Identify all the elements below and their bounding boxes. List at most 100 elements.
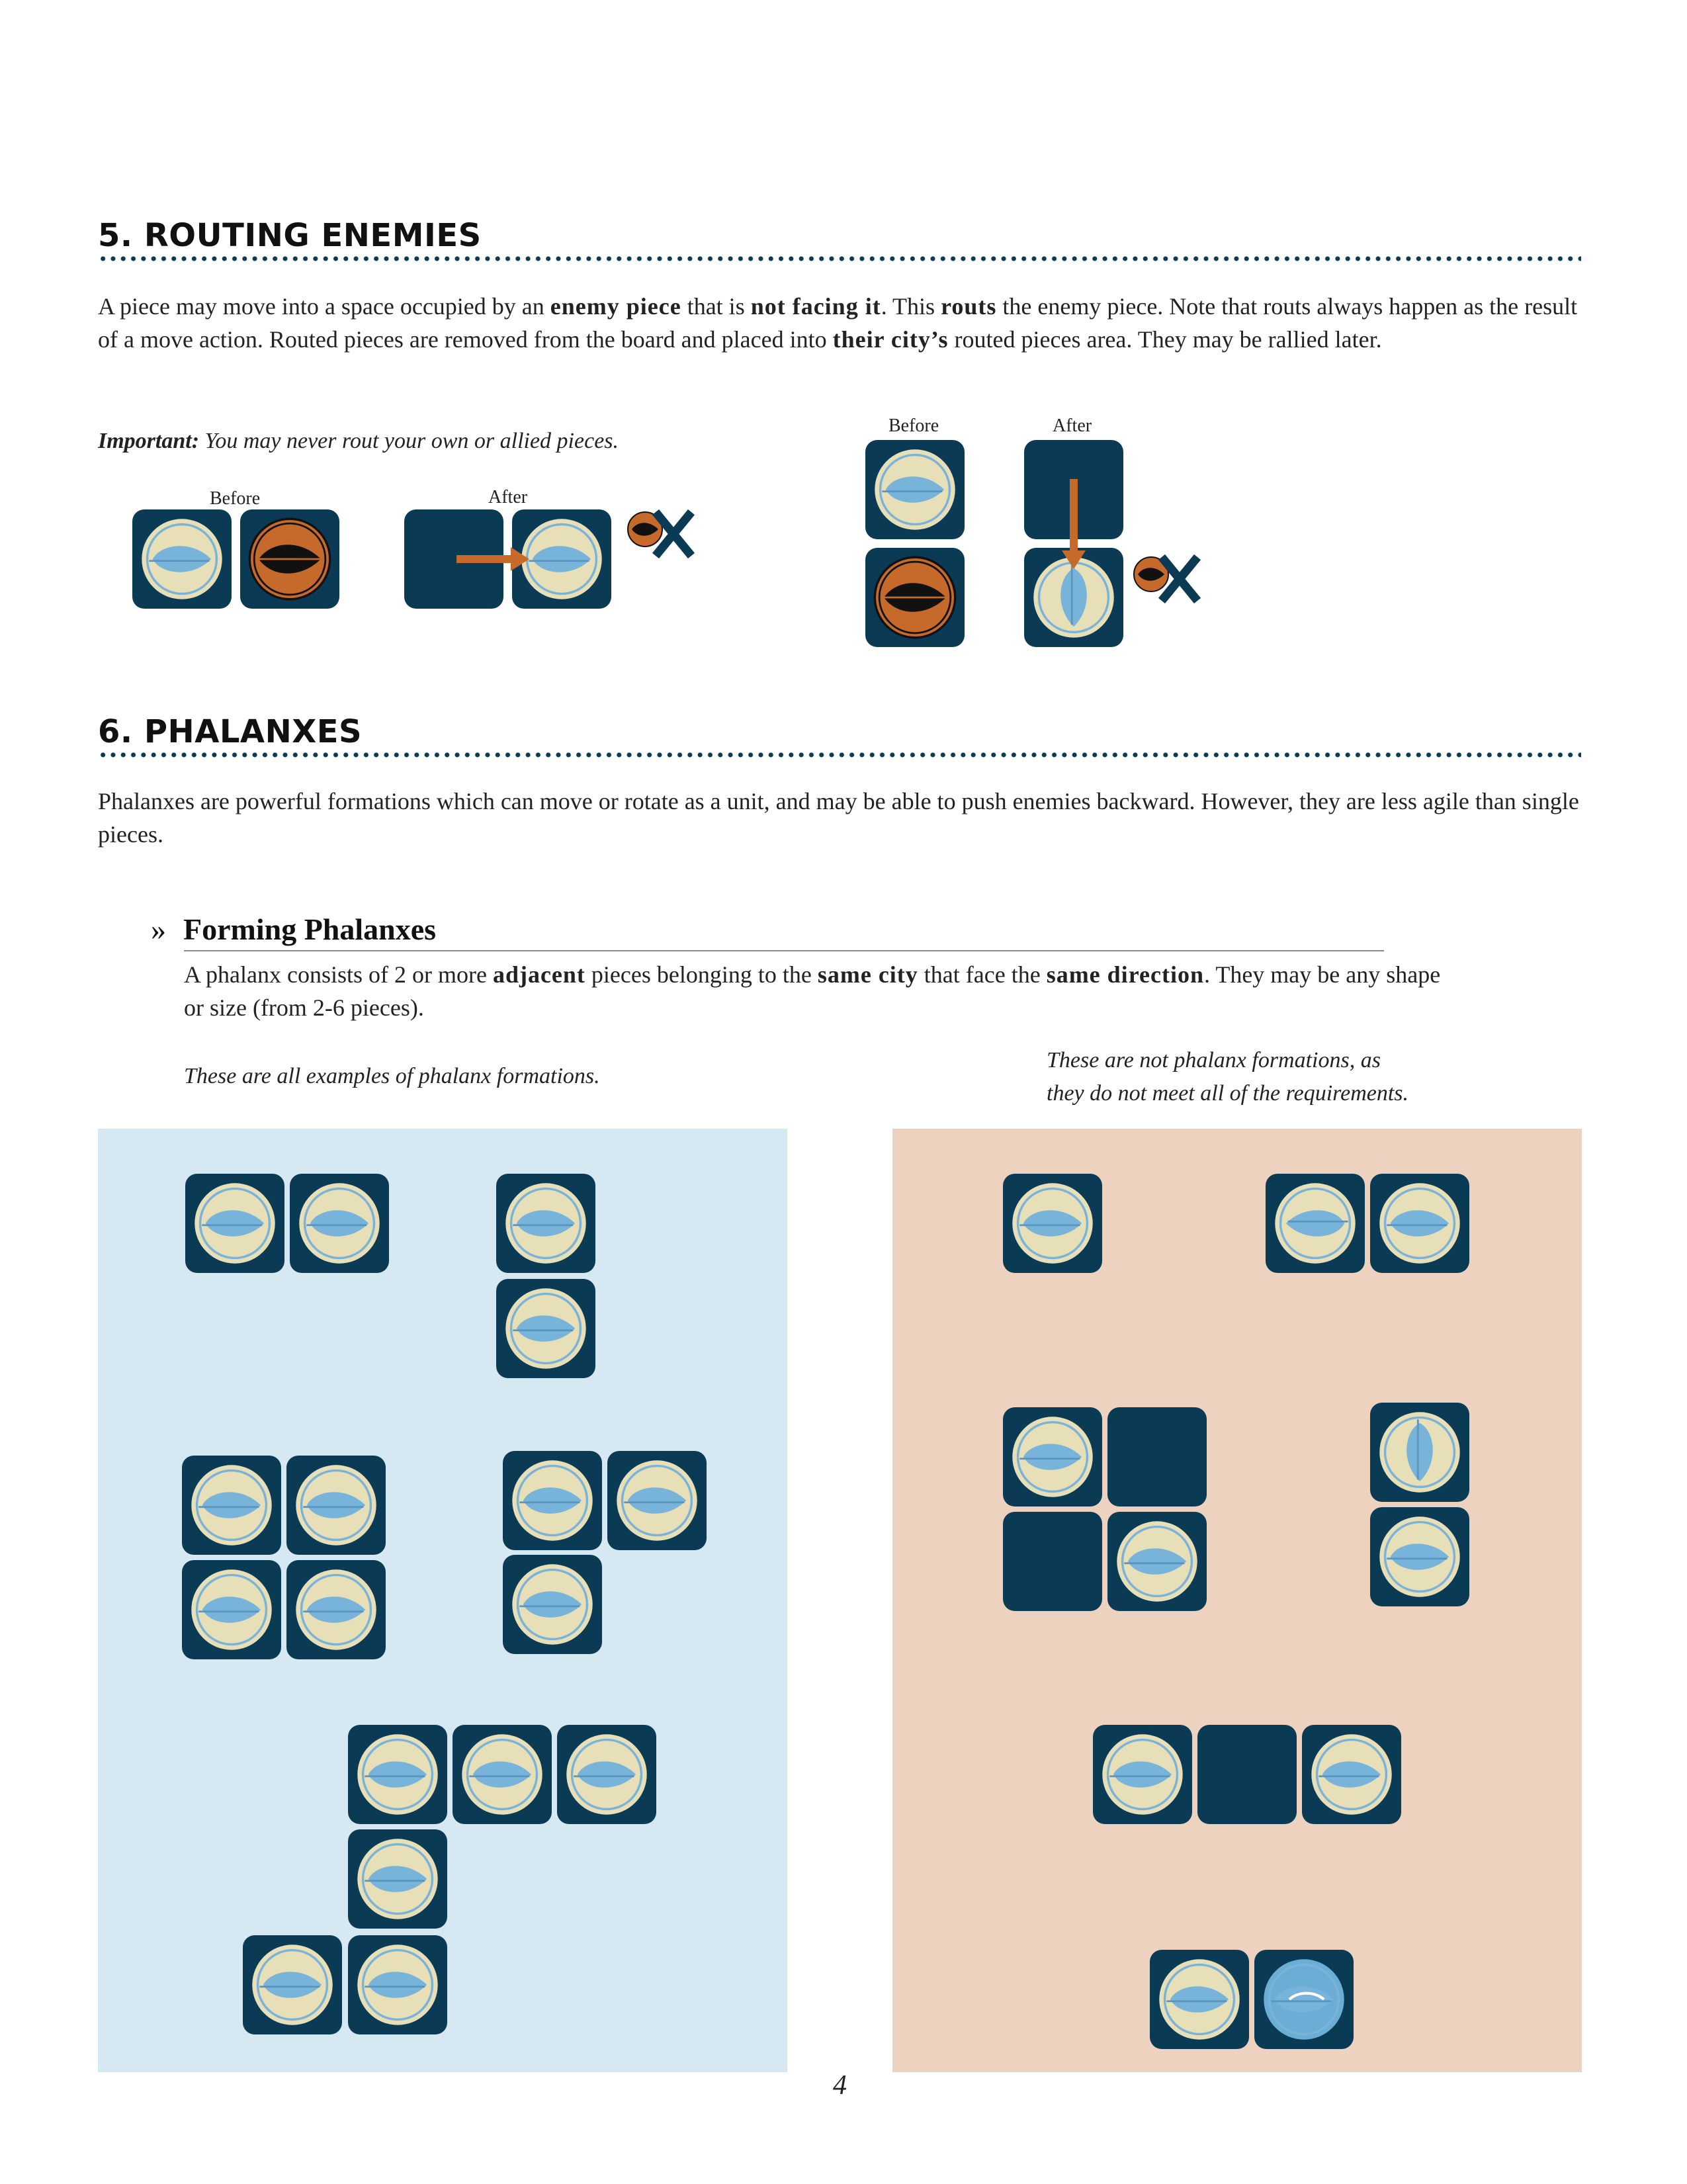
section-5-divider <box>98 255 1581 262</box>
caption-right-line-2: they do not meet all of the requirements… <box>1047 1081 1409 1106</box>
shield-token-icon <box>299 1183 380 1264</box>
caption-left: These are all examples of phalanx format… <box>184 1064 600 1088</box>
fig2-move-arrow <box>1062 479 1086 569</box>
invalid-single-tile <box>1003 1174 1102 1273</box>
invalid-gap-tile <box>1302 1725 1401 1824</box>
valid-phalanx-tile <box>185 1174 284 1273</box>
valid-phalanx-tile <box>607 1451 707 1550</box>
fig2-before-friendly-tile <box>865 440 965 539</box>
page-number: 4 <box>833 2070 847 2101</box>
enemy-token-icon <box>248 517 331 601</box>
shield-token-icon <box>1012 1183 1093 1264</box>
fig1-before-friendly-tile <box>132 509 232 609</box>
shield-token-icon <box>357 1839 438 1919</box>
valid-phalanx-tile <box>557 1725 656 1824</box>
invalid-phalanx-panel <box>892 1129 1582 2072</box>
fig2-before-label: Before <box>888 415 939 436</box>
caption-right: These are not phalanx formations, as the… <box>1047 1044 1408 1110</box>
section-5-body-segment: routs <box>941 293 997 320</box>
valid-phalanx-tile <box>243 1935 342 2034</box>
shield-token-icon <box>1033 557 1114 638</box>
forming-phalanxes-body: A phalanx consists of 2 or more adjacent… <box>184 958 1441 1024</box>
important-label: Important: <box>98 429 200 453</box>
fig2-after-label: After <box>1053 415 1092 436</box>
section-5-body-segment: not facing it <box>750 293 881 320</box>
shield-token-icon <box>296 1569 376 1650</box>
forming-body-segment: A phalanx consists of 2 or more <box>184 961 493 988</box>
shield-token-icon <box>1379 1516 1460 1597</box>
invalid-gap-tile <box>1093 1725 1192 1824</box>
section-5-body-segment: A piece may move into a space occupied b… <box>98 293 550 320</box>
subheading-marker: » <box>151 912 166 946</box>
invalid-rotated-tile <box>1370 1507 1469 1606</box>
section-5-body-segment: . This <box>881 293 941 320</box>
shield-token-icon <box>296 1465 376 1546</box>
fig1-after-label: After <box>488 487 528 507</box>
section-5-body-segment: routed pieces area. They may be rallied … <box>948 326 1382 353</box>
fig1-before-label: Before <box>210 488 261 509</box>
enemy-token-icon <box>873 556 957 639</box>
valid-phalanx-tile <box>182 1560 281 1659</box>
forming-body-segment: adjacent <box>492 961 585 988</box>
fig1-move-arrow <box>456 547 529 571</box>
valid-phalanx-tile <box>496 1174 595 1273</box>
fig2-before-enemy-tile <box>865 548 965 647</box>
invalid-rotated-tile <box>1370 1403 1469 1502</box>
valid-phalanx-tile <box>182 1456 281 1555</box>
shield-token-icon <box>252 1944 333 2025</box>
invalid-other-city-tile <box>1254 1950 1354 2049</box>
shield-token-icon <box>142 519 222 599</box>
invalid-diagonal-tile <box>1107 1512 1207 1611</box>
shield-token-icon <box>617 1460 697 1541</box>
valid-phalanx-tile <box>453 1725 552 1824</box>
shield-token-icon <box>191 1569 272 1650</box>
shield-token-icon <box>1159 1959 1240 2040</box>
valid-phalanx-tile <box>503 1555 602 1654</box>
forming-phalanxes-heading: » Forming Phalanxes <box>151 912 436 947</box>
shield-token-icon <box>357 1734 438 1815</box>
shield-token-icon <box>512 1564 593 1645</box>
section-6-heading: 6. PHALANXES <box>98 713 363 750</box>
section-5-body-segment: enemy piece <box>550 293 681 320</box>
subheading-text: Forming Phalanxes <box>183 912 437 946</box>
subheading-rule <box>184 950 1384 951</box>
forming-body-segment: same direction <box>1046 961 1204 988</box>
valid-phalanx-tile <box>290 1174 389 1273</box>
invalid-diagonal-tile <box>1003 1407 1102 1507</box>
shield-token-icon <box>512 1460 593 1541</box>
shield-token-icon <box>875 449 955 530</box>
section-6-body: Phalanxes are powerful formations which … <box>98 788 1579 848</box>
section-5-heading: 5. ROUTING ENEMIES <box>98 217 482 254</box>
valid-phalanx-tile <box>348 1725 447 1824</box>
shield-token-icon <box>505 1288 586 1369</box>
shield-token-icon <box>505 1183 586 1264</box>
invalid-opposite-tile <box>1266 1174 1365 1273</box>
shield-token-icon <box>1012 1417 1093 1497</box>
caption-right-line-1: These are not phalanx formations, as <box>1047 1048 1381 1072</box>
shield-token-icon <box>566 1734 647 1815</box>
fig2-routed-enemy-icon <box>1133 554 1201 604</box>
fig2-after-friendly-tile <box>1024 548 1123 647</box>
forming-body-segment: same city <box>817 961 918 988</box>
empty-space-tile <box>1003 1512 1102 1611</box>
shield-token-icon <box>1379 1412 1460 1493</box>
empty-space-tile <box>1107 1407 1207 1507</box>
invalid-opposite-tile <box>1370 1174 1469 1273</box>
valid-phalanx-tile <box>348 1935 447 2034</box>
valid-phalanx-tile <box>496 1279 595 1378</box>
empty-space-tile <box>1197 1725 1297 1824</box>
invalid-city-tile <box>1150 1950 1249 2049</box>
fig1-routed-enemy-icon <box>627 509 695 559</box>
shield-token-icon <box>195 1183 275 1264</box>
valid-phalanx-tile <box>348 1829 447 1929</box>
forming-body-segment: pieces belonging to the <box>585 961 818 988</box>
shield-token-icon <box>191 1465 272 1546</box>
shield-token-icon <box>1379 1183 1460 1264</box>
shield-token-icon <box>1264 1959 1344 2040</box>
valid-phalanx-tile <box>503 1451 602 1550</box>
shield-token-icon <box>1117 1521 1197 1602</box>
forming-body-segment: that face the <box>918 961 1047 988</box>
important-text: You may never rout your own or allied pi… <box>204 429 619 453</box>
section-5-body-segment: the enemy piece. Note that routs always … <box>98 293 1578 353</box>
valid-phalanx-tile <box>286 1456 386 1555</box>
